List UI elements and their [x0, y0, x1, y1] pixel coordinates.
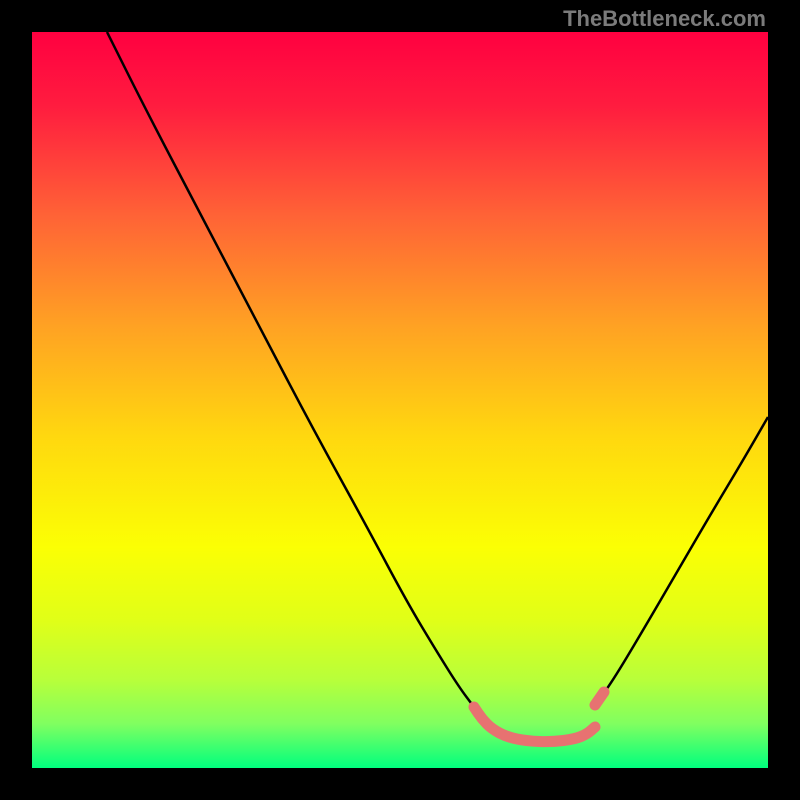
curve-left: [107, 32, 474, 707]
plot-area: [32, 32, 768, 768]
curves-layer: [32, 32, 768, 768]
accent-right: [595, 692, 604, 705]
bottom-segment: [474, 707, 595, 742]
chart-container: TheBottleneck.com: [0, 0, 800, 800]
watermark-text: TheBottleneck.com: [563, 6, 766, 32]
curve-right: [595, 417, 768, 705]
